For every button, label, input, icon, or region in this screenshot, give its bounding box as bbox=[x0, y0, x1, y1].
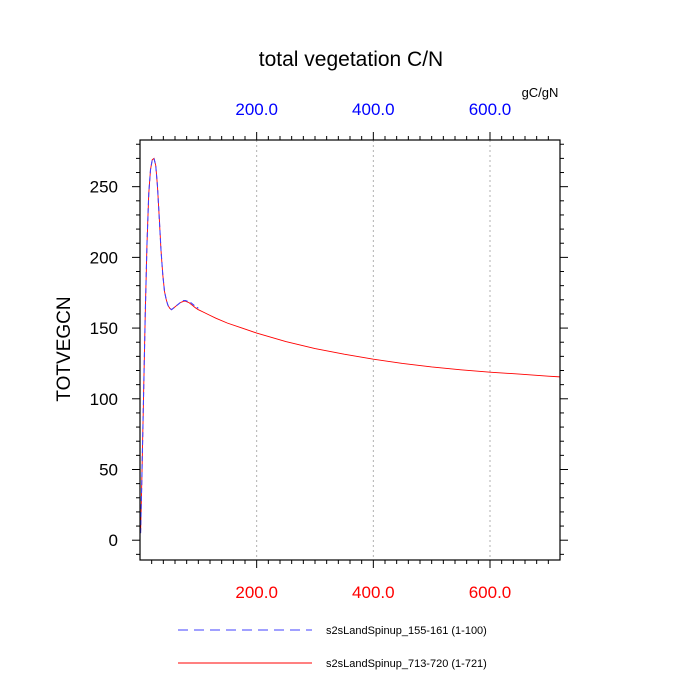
x-tick-label-top: 600.0 bbox=[469, 100, 512, 119]
legend-label-2: s2sLandSpinup_713-720 (1-721) bbox=[326, 658, 487, 670]
y-tick-label: 200 bbox=[90, 248, 118, 267]
x-tick-label-top: 200.0 bbox=[235, 100, 278, 119]
y-tick-label: 50 bbox=[99, 460, 118, 479]
x-tick-label-bottom: 400.0 bbox=[352, 583, 395, 602]
y-tick-label: 0 bbox=[109, 531, 118, 550]
grid bbox=[256, 140, 491, 560]
axes: 200.0 200.0 400.0 400.0 600.0 600.0 0 50 100 150 2… bbox=[90, 100, 568, 602]
y-axis-label: TOTVEGCN bbox=[54, 296, 75, 401]
units-label: gC/gN bbox=[522, 85, 559, 100]
legend-label-1: s2sLandSpinup_155-161 (1-100) bbox=[326, 625, 487, 637]
plot-series bbox=[140, 157, 561, 534]
x-tick-label-bottom: 600.0 bbox=[469, 583, 512, 602]
series-line-2 bbox=[140, 157, 561, 534]
y-tick-label: 250 bbox=[90, 178, 118, 197]
y-tick-label: 100 bbox=[90, 390, 118, 409]
series-line-1 bbox=[140, 157, 199, 534]
x-tick-label-bottom: 200.0 bbox=[235, 583, 278, 602]
y-tick-label: 150 bbox=[90, 319, 118, 338]
chart-title: total vegetation C/N bbox=[259, 48, 443, 71]
x-tick-label-top: 400.0 bbox=[352, 100, 395, 119]
legend: s2sLandSpinup_155-161 (1-100) s2sLandSpin… bbox=[178, 625, 487, 670]
plot-frame bbox=[139, 139, 561, 561]
